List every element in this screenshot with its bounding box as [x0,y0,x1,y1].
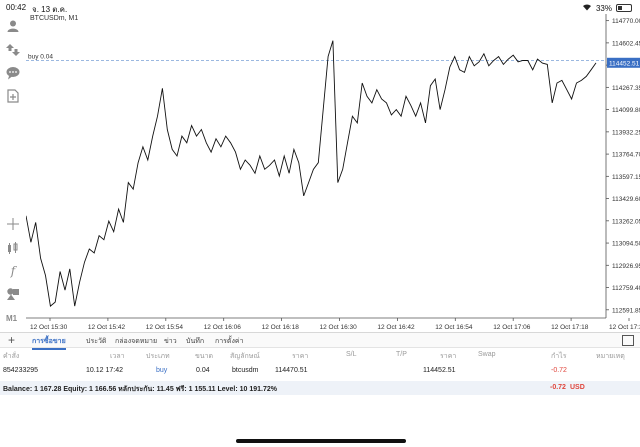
header-sl: S/L [346,351,357,358]
x-tick-label: 12 Oct 17:06 [493,324,531,331]
balance-bar: Balance: 1 167.28 Equity: 1 166.56 หลักป… [0,381,640,395]
header-order: คำสั่ง [3,353,20,360]
header-profit: กำไร [551,353,567,360]
chart-svg: 114770.00114602.45114434.90114267.351140… [26,14,640,331]
header-type: ประเภท [146,353,170,360]
y-tick-label: 114602.45 [612,40,640,47]
header-time: เวลา [110,353,125,360]
y-tick-label: 113932.25 [612,129,640,136]
new-document-icon[interactable] [5,88,21,104]
header-open-price: ราคา [292,353,309,360]
balance-text: Balance: 1 167.28 Equity: 1 166.56 หลักป… [3,386,277,393]
x-tick-label: 12 Oct 15:54 [146,324,184,331]
battery-percent: 33% [595,3,612,13]
function-icon[interactable]: f [10,264,16,278]
table-row[interactable]: 854233295 10.12 17:42 buy 0.04 btcusdm 1… [0,364,640,380]
y-tick-label: 112759.40 [612,285,640,292]
status-bar: 00:42 จ. 13 ต.ค. 33% [0,0,640,14]
current-price-tag [607,57,640,68]
cell-time: 10.12 17:42 [86,367,123,374]
header-comment: หมายเหตุ [596,353,625,360]
order-line-label: buy 0.04 [28,53,53,60]
header-symbol: สัญลักษณ์ [230,353,260,360]
x-tick-label: 12 Oct 15:30 [30,324,68,331]
tab-history[interactable]: ประวัติ [86,338,107,345]
current-price-label: 114452.51 [609,60,640,67]
cell-order: 854233295 [3,367,39,374]
y-tick-label: 113429.60 [612,196,640,203]
y-tick-label: 113262.05 [612,218,640,225]
account-icon[interactable] [5,18,21,34]
y-tick-label: 114770.00 [612,18,640,25]
crosshair-icon[interactable] [5,216,21,232]
layout-icon[interactable] [622,335,634,346]
balance-profit: -0.72 [550,384,566,391]
tab-journal[interactable]: บันทึก [186,338,205,345]
x-tick-label: 12 Oct 16:18 [262,324,300,331]
x-tick-label: 12 Oct 17:18 [551,324,589,331]
balance-currency: USD [570,384,585,391]
y-tick-label: 113094.50 [612,241,640,248]
status-time: 00:42 [6,3,27,12]
cell-size: 0.04 [196,367,210,374]
tab-settings[interactable]: การตั้งค่า [215,338,244,345]
x-tick-label: 12 Oct 16:30 [320,324,358,331]
timeframe-label[interactable]: M1 [6,314,18,323]
tab-mailbox[interactable]: กล่องจดหมาย [115,338,158,345]
chart-toolbar: f M1 [0,14,26,332]
bottom-tabs: + การซื้อขาย ประวัติ กล่องจดหมาย ข่าว บั… [0,332,640,350]
chart-symbol-label: BTCUSDm, M1 [30,15,79,22]
chat-icon[interactable] [5,65,21,81]
y-tick-label: 112926.95 [612,263,640,270]
trade-arrows-icon[interactable] [5,42,21,58]
header-size: ขนาด [195,353,214,360]
header-swap: Swap [478,351,496,358]
tab-trade[interactable]: การซื้อขาย [32,338,66,350]
x-tick-label: 12 Oct 16:06 [204,324,242,331]
add-icon[interactable]: + [8,333,16,347]
status-right: 33% [582,3,632,13]
cell-type: buy [156,367,168,374]
cell-open-price: 114470.51 [275,367,308,374]
tab-news[interactable]: ข่าว [164,338,177,345]
battery-icon [616,4,632,12]
home-indicator [236,439,406,443]
x-tick-label: 12 Oct 16:54 [435,324,473,331]
x-tick-label: 12 Oct 17:30 [609,324,640,331]
x-tick-label: 12 Oct 15:42 [88,324,126,331]
y-tick-label: 114099.80 [612,107,640,114]
indicators-icon[interactable] [5,240,21,256]
objects-icon[interactable] [5,286,21,302]
cell-price: 114452.51 [423,367,456,374]
status-date: จ. 13 ต.ค. [32,5,68,14]
battery-fill [618,6,622,10]
cell-symbol: btcusdm [232,367,259,374]
table-header: คำสั่ง เวลา ประเภท ขนาด สัญลักษณ์ ราคา S… [0,348,640,362]
wifi-icon [582,3,592,13]
header-price: ราคา [440,353,457,360]
price-series-line [26,40,597,307]
cell-profit: -0.72 [551,367,567,374]
price-chart[interactable]: 114770.00114602.45114434.90114267.351140… [26,14,640,332]
y-tick-label: 113764.70 [612,152,640,159]
y-tick-label: 112591.85 [612,307,640,314]
y-tick-label: 113597.15 [612,174,640,181]
y-tick-label: 114267.35 [612,85,640,92]
header-tp: T/P [396,351,407,358]
x-tick-label: 12 Oct 16:42 [377,324,415,331]
